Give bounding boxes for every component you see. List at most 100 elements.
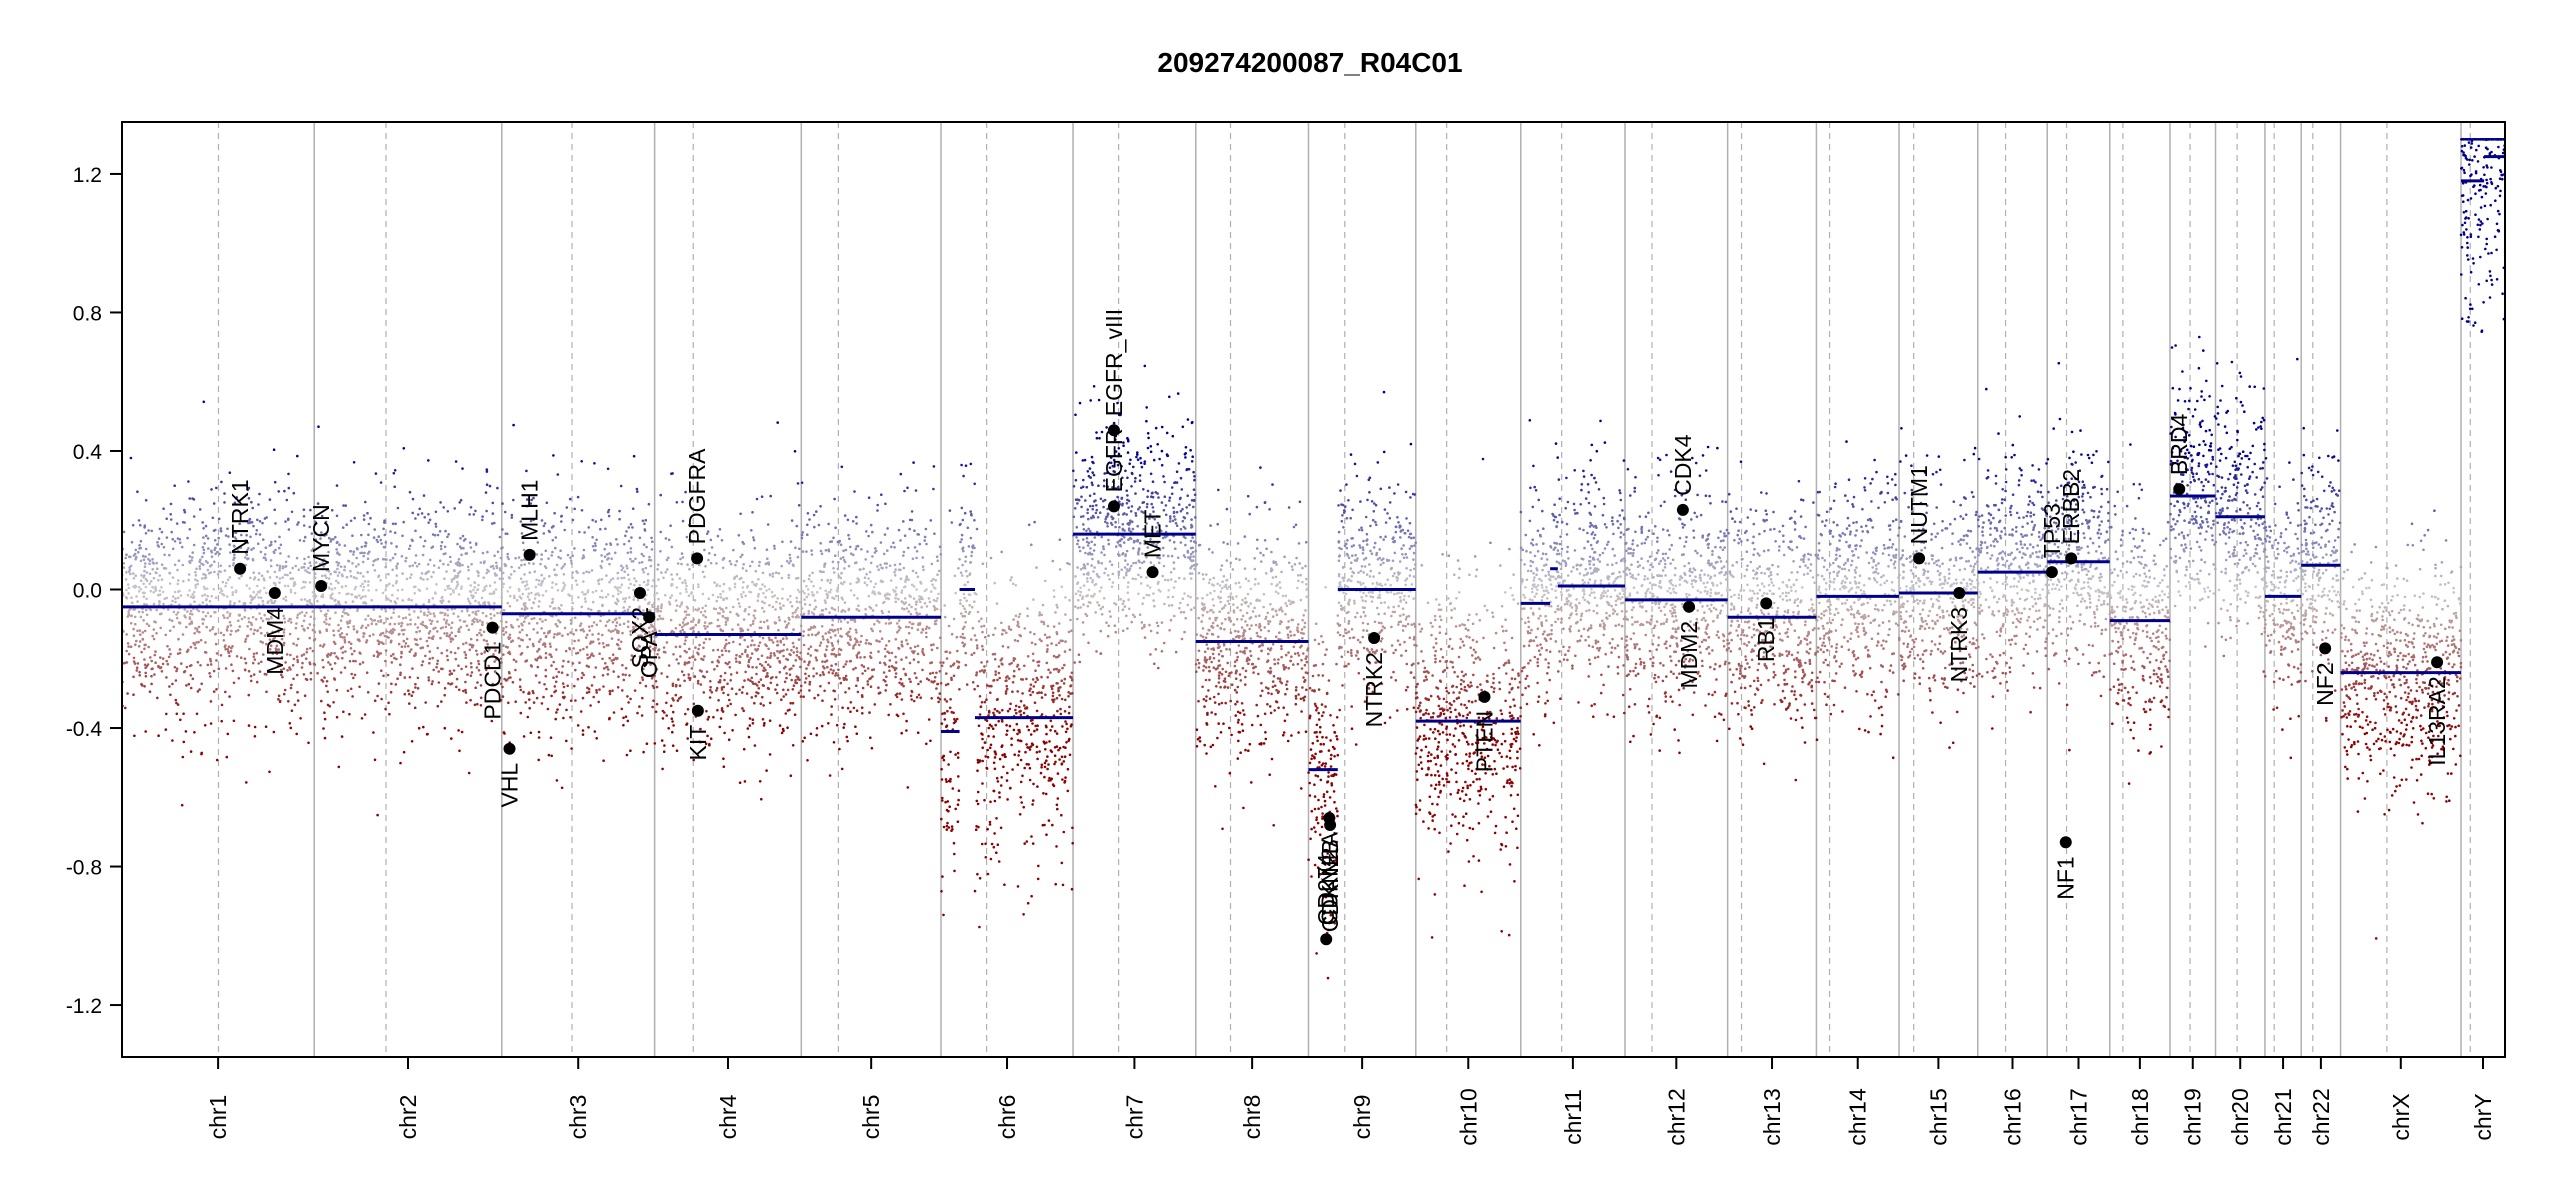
probe-point xyxy=(443,577,446,580)
probe-point xyxy=(997,719,1000,723)
probe-point xyxy=(616,686,620,689)
probe-point xyxy=(793,450,797,453)
probe-point xyxy=(952,674,956,678)
probe-point xyxy=(795,596,798,600)
probe-point xyxy=(459,498,463,502)
probe-point xyxy=(751,665,754,669)
probe-point xyxy=(249,674,253,678)
probe-point xyxy=(937,569,941,573)
probe-point xyxy=(574,579,578,582)
probe-point xyxy=(871,629,874,633)
probe-point xyxy=(537,640,541,643)
probe-point xyxy=(537,594,541,597)
probe-point xyxy=(754,648,757,651)
probe-point xyxy=(550,601,554,605)
probe-point xyxy=(875,639,879,643)
probe-point xyxy=(869,523,873,527)
probe-point xyxy=(182,740,186,744)
probe-point xyxy=(624,666,628,670)
probe-point xyxy=(722,765,726,768)
probe-point xyxy=(468,614,471,617)
probe-point xyxy=(213,539,217,542)
probe-point xyxy=(143,647,146,651)
probe-point xyxy=(161,657,165,660)
probe-point xyxy=(942,913,945,917)
probe-point xyxy=(215,652,219,655)
probe-point xyxy=(169,518,173,521)
probe-point xyxy=(945,650,948,653)
probe-point xyxy=(894,600,898,604)
probe-point xyxy=(906,486,909,490)
probe-point xyxy=(439,636,442,640)
probe-point xyxy=(149,589,152,593)
probe-point xyxy=(222,594,226,597)
probe-point xyxy=(129,555,132,559)
probe-point xyxy=(319,644,322,647)
probe-point xyxy=(584,636,588,639)
probe-point xyxy=(133,615,137,619)
probe-point xyxy=(936,559,939,562)
probe-point xyxy=(1058,538,1062,541)
probe-point xyxy=(212,502,216,505)
probe-point xyxy=(573,684,576,688)
probe-point xyxy=(790,604,794,608)
probe-point xyxy=(964,555,968,559)
probe-point xyxy=(738,781,742,784)
probe-point xyxy=(158,589,162,593)
probe-point xyxy=(965,683,969,686)
probe-point xyxy=(198,565,201,568)
probe-point xyxy=(828,774,832,777)
probe-point xyxy=(258,670,262,673)
probe-point xyxy=(735,692,738,696)
probe-point xyxy=(911,650,914,653)
probe-point xyxy=(293,581,296,584)
probe-point xyxy=(456,542,459,546)
probe-point xyxy=(219,547,222,551)
probe-point xyxy=(604,662,607,665)
probe-point xyxy=(670,573,673,576)
probe-point xyxy=(283,688,287,692)
probe-point xyxy=(410,740,414,743)
probe-point xyxy=(263,613,267,617)
probe-point xyxy=(396,597,399,600)
probe-point xyxy=(247,620,251,624)
probe-point xyxy=(830,713,833,716)
probe-point xyxy=(831,596,834,599)
probe-point xyxy=(349,687,353,691)
probe-point xyxy=(765,769,768,772)
probe-point xyxy=(736,598,740,601)
probe-point xyxy=(632,559,635,563)
probe-point xyxy=(232,544,236,548)
probe-point xyxy=(280,656,284,659)
probe-point xyxy=(661,717,665,720)
probe-point xyxy=(962,549,965,553)
probe-point xyxy=(839,634,842,638)
probe-point xyxy=(150,659,153,663)
probe-point xyxy=(171,682,174,686)
probe-point xyxy=(424,701,428,704)
probe-point xyxy=(599,564,603,568)
probe-point xyxy=(753,546,757,550)
probe-point xyxy=(428,618,432,622)
probe-point xyxy=(555,563,559,567)
probe-point xyxy=(683,630,686,634)
probe-point xyxy=(614,601,617,605)
probe-point xyxy=(436,659,440,663)
probe-point xyxy=(327,577,331,580)
probe-point xyxy=(686,708,690,711)
probe-point xyxy=(145,571,149,574)
probe-point xyxy=(894,675,897,679)
probe-point xyxy=(140,684,144,687)
probe-point xyxy=(946,821,949,825)
probe-point xyxy=(675,604,679,607)
probe-point xyxy=(330,508,334,512)
probe-point xyxy=(203,587,207,591)
probe-point xyxy=(225,629,229,632)
probe-point xyxy=(646,588,650,592)
probe-point xyxy=(493,602,496,605)
probe-point xyxy=(751,680,754,684)
probe-point xyxy=(476,620,480,623)
probe-point xyxy=(885,644,888,647)
probe-point xyxy=(929,519,933,522)
probe-point xyxy=(450,608,454,611)
